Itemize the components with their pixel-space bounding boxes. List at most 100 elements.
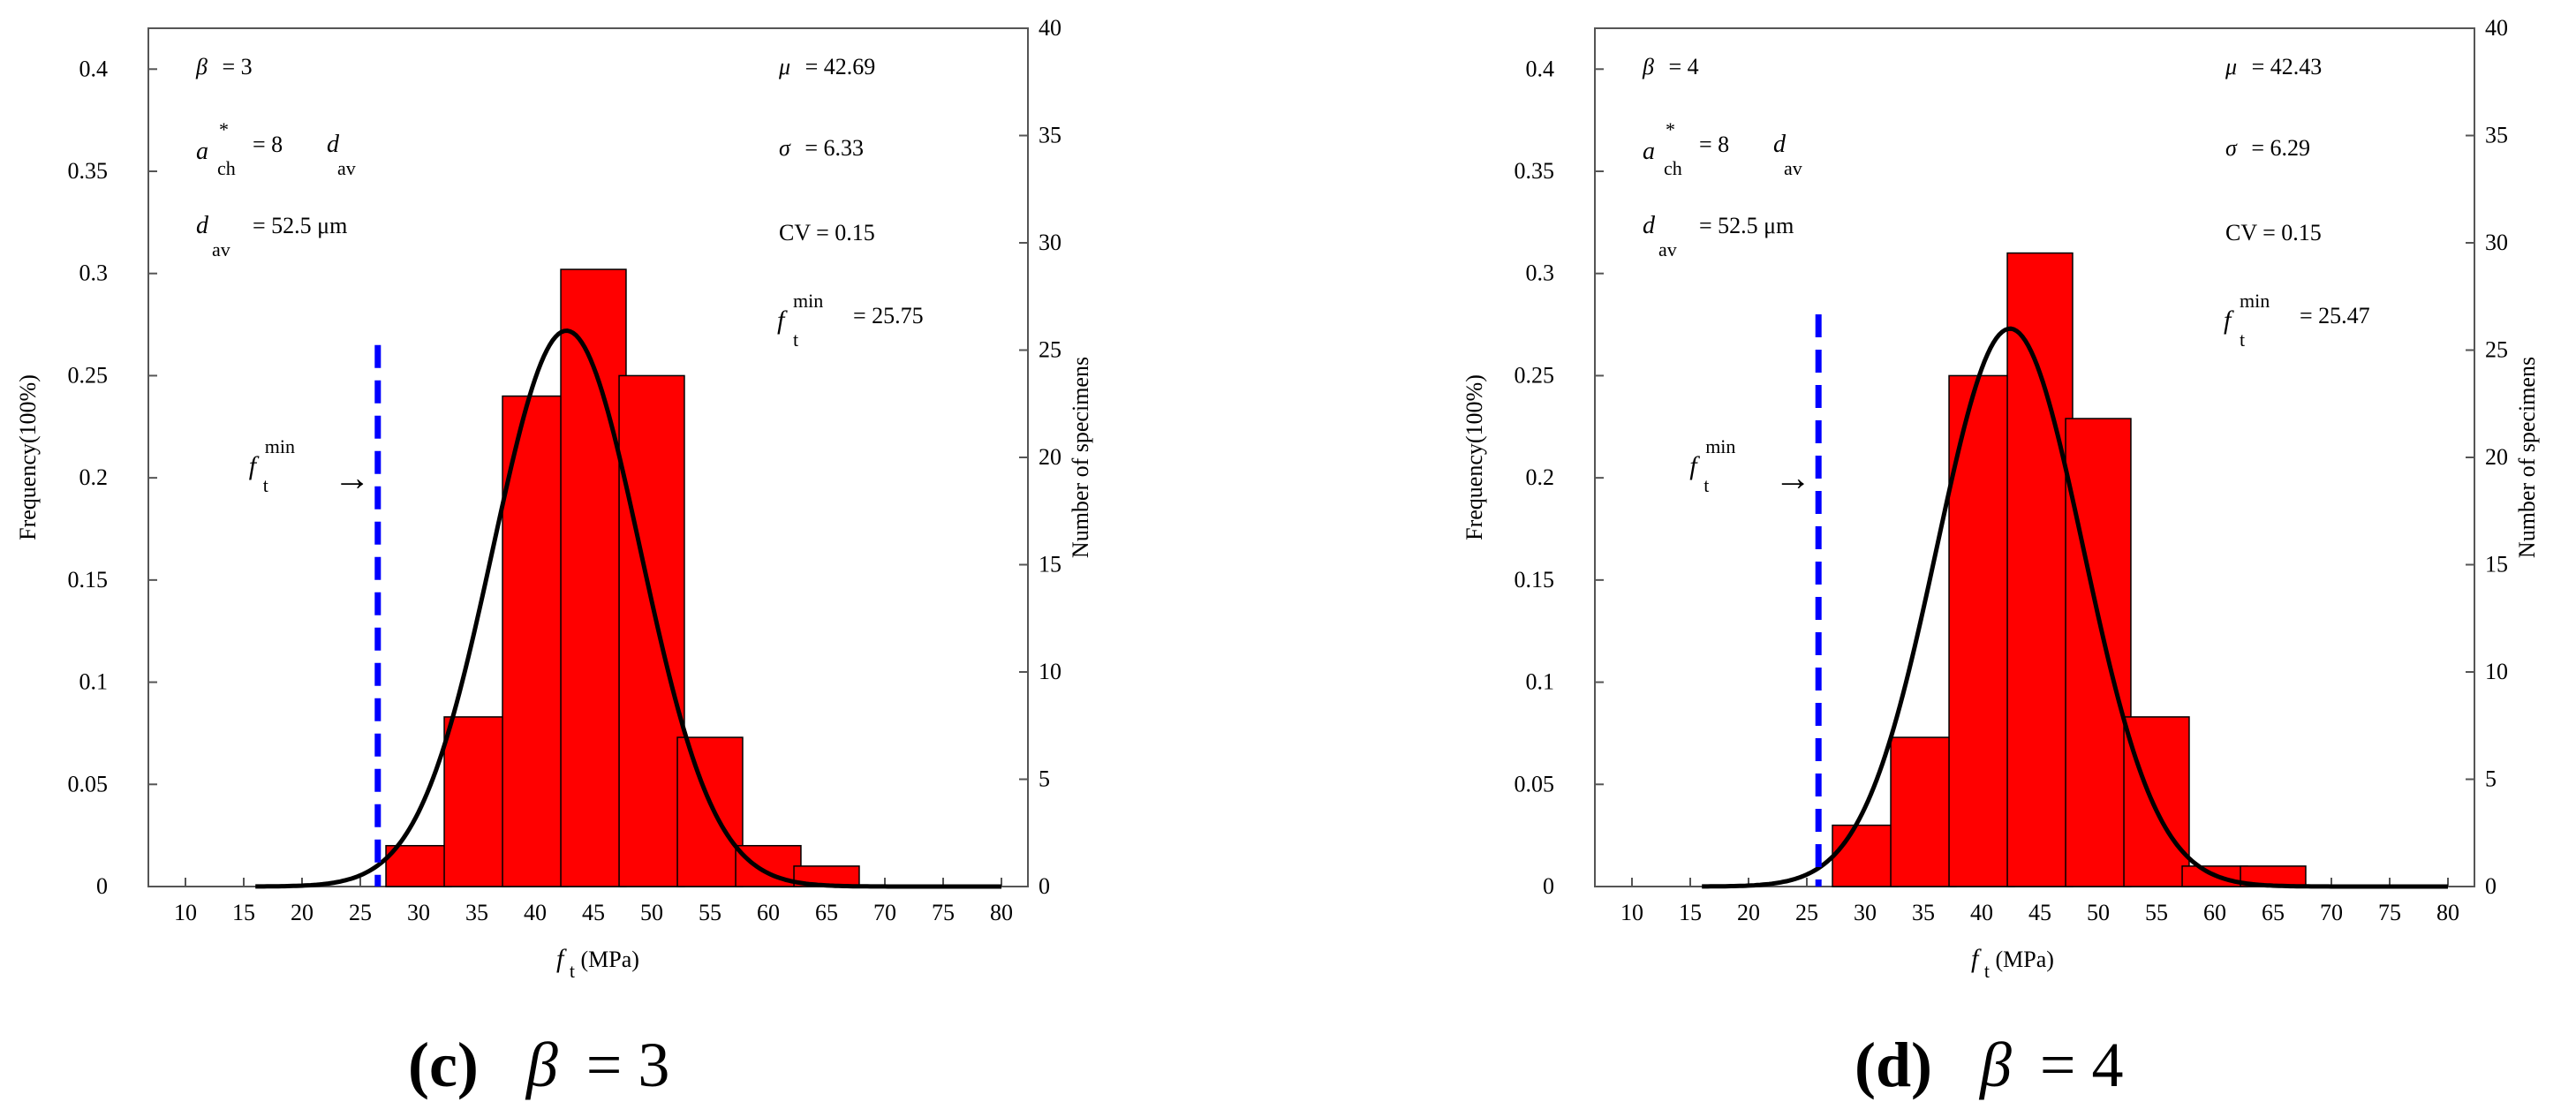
beta-symbol: β — [195, 54, 208, 79]
x-label-unit: (MPa) — [1995, 947, 2053, 972]
y-tick-label: 0.4 — [1526, 56, 1555, 81]
x-tick-label: 65 — [815, 900, 838, 925]
x-tick-label: 40 — [1970, 900, 1993, 925]
mu-symbol: μ — [2225, 54, 2237, 79]
x-tick-label: 40 — [524, 900, 547, 925]
cv-annotation: CV = 0.15 — [2225, 220, 2322, 245]
dav-main: d — [1643, 212, 1656, 239]
ach-sub: ch — [1664, 157, 1682, 179]
bar-55 — [676, 736, 744, 887]
panel-label: (c) — [408, 1030, 479, 1100]
y-tick-label: 0.35 — [1515, 158, 1555, 184]
panel-c: 0 0.05 0.1 0.15 0.2 0.25 0.3 0.35 0.4 0 5 10 15 20 25… — [15, 15, 1093, 1100]
y2-tick-label: 10 — [1039, 659, 1061, 684]
y2-tick-label: 10 — [2485, 659, 2508, 684]
ach-sup: * — [219, 118, 229, 140]
x-axis: 10 15 20 25 30 35 40 45 50 55 60 65 70 75 80 — [174, 878, 1013, 925]
x-tick-label: 10 — [174, 900, 197, 925]
pointer-sup: min — [265, 435, 295, 457]
dav-annotation: d av = 52.5 μm — [1643, 212, 1794, 260]
bar-35 — [1890, 736, 1957, 887]
x-axis: 10 15 20 25 30 35 40 45 50 55 60 65 70 75 80 — [1620, 878, 2459, 925]
bar-40 — [502, 395, 569, 887]
x-tick-label: 45 — [582, 900, 605, 925]
bar-30 — [385, 844, 452, 887]
y2-tick-label: 40 — [1039, 15, 1061, 41]
histogram-bars — [1832, 252, 2307, 887]
pointer-main: f — [249, 451, 260, 480]
y2-tick-label: 25 — [1039, 337, 1061, 363]
mu-annotation: μ = 42.69 — [778, 54, 875, 79]
panel-caption: (d) β = 4 — [1855, 1030, 2123, 1100]
sigma-value: = 6.33 — [805, 135, 864, 161]
mu-symbol: μ — [778, 54, 790, 79]
fmin-main: f — [777, 306, 788, 335]
pointer-sub: t — [263, 474, 268, 496]
x-tick-label: 30 — [407, 900, 430, 925]
fmin-pointer: f min t → — [249, 435, 371, 499]
x-tick-label: 65 — [2262, 900, 2285, 925]
y-tick-label: 0.1 — [79, 669, 109, 695]
ach-annotation: a * ch = 8 d av — [196, 118, 356, 179]
y2-tick-label: 35 — [2485, 123, 2508, 148]
y2-axis-label: Number of specimens — [1068, 357, 1093, 558]
mu-value: = 42.43 — [2252, 54, 2323, 79]
cv-annotation: CV = 0.15 — [779, 220, 875, 245]
y2-tick-label: 15 — [2485, 552, 2508, 577]
sigma-symbol: σ — [779, 135, 791, 161]
normal-fit-curve — [255, 328, 1001, 889]
histogram-bars — [385, 268, 860, 887]
fmin-sup: min — [793, 290, 823, 312]
dav-annotation: d av = 52.5 μm — [196, 212, 347, 260]
ach-sub: ch — [217, 157, 236, 179]
y-tick-label: 0 — [1543, 873, 1554, 899]
y2-axis-label: Number of specimens — [2514, 357, 2540, 558]
sigma-annotation: σ = 6.29 — [2225, 135, 2310, 161]
y2-tick-label: 15 — [1039, 552, 1061, 577]
bar-30 — [1832, 824, 1899, 887]
fmin-sup: min — [2240, 290, 2270, 312]
x-tick-label: 55 — [2145, 900, 2168, 925]
y2-tick-label: 0 — [1039, 873, 1050, 899]
y2-tick-label: 20 — [1039, 444, 1061, 470]
y-tick-label: 0.3 — [1526, 260, 1555, 286]
dav-main: d — [196, 212, 209, 239]
ach-value: = 8 — [1699, 132, 1729, 157]
x-label-main: f — [556, 944, 567, 973]
x-tick-label: 30 — [1854, 900, 1877, 925]
dav-value: = 52.5 μm — [253, 213, 347, 238]
bar-55 — [2123, 716, 2190, 887]
x-tick-label: 15 — [1679, 900, 1702, 925]
x-tick-label: 25 — [349, 900, 372, 925]
panel-caption: (c) β = 3 — [408, 1030, 669, 1100]
pointer-sub: t — [1703, 474, 1709, 496]
y2-tick-label: 20 — [2485, 444, 2508, 470]
beta-value: = 4 — [1668, 54, 1698, 79]
x-tick-label: 70 — [2320, 900, 2343, 925]
y-tick-label: 0.35 — [68, 158, 109, 184]
x-tick-label: 75 — [932, 900, 955, 925]
x-tick-label: 50 — [2087, 900, 2110, 925]
mu-annotation: μ = 42.43 — [2225, 54, 2322, 79]
sigma-annotation: σ = 6.33 — [779, 135, 864, 161]
y2-tick-label: 5 — [2485, 766, 2497, 792]
caption-beta: β — [1978, 1030, 2012, 1100]
ach-value: = 8 — [253, 132, 283, 157]
bar-40 — [1948, 374, 2015, 887]
beta-annotation: β = 4 — [1642, 54, 1699, 79]
x-tick-label: 80 — [2436, 900, 2459, 925]
bar-35 — [443, 716, 510, 887]
ach-d: d — [327, 131, 340, 158]
x-tick-label: 80 — [990, 900, 1013, 925]
ach-d: d — [1773, 131, 1787, 158]
fmin-sub: t — [2240, 328, 2245, 351]
y-tick-label: 0.15 — [68, 567, 109, 592]
x-tick-label: 50 — [640, 900, 663, 925]
beta-value: = 3 — [222, 54, 252, 79]
x-tick-label: 25 — [1795, 900, 1818, 925]
y2-tick-label: 30 — [2485, 230, 2508, 255]
pointer-arrow: → — [1774, 458, 1811, 499]
y-tick-label: 0.25 — [1515, 362, 1555, 388]
